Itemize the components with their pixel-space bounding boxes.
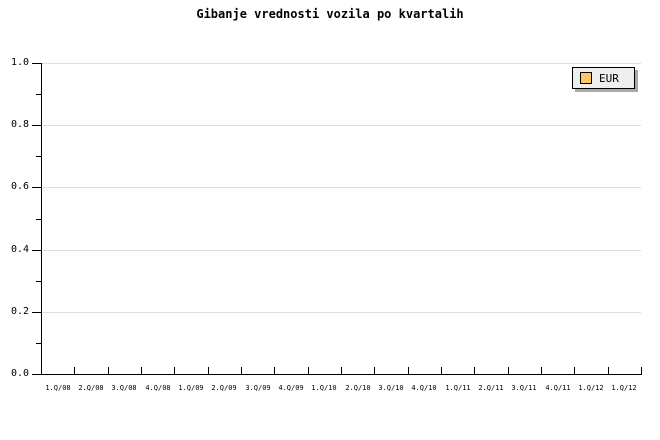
y-axis-minor-tick (36, 219, 41, 220)
y-axis-major-tick (32, 374, 41, 375)
x-axis-line (41, 374, 642, 375)
legend-swatch-icon (580, 72, 592, 84)
x-axis-tick-label: 1.Q/10 (311, 384, 337, 392)
gridline (42, 125, 641, 126)
y-axis-minor-tick (36, 281, 41, 282)
y-axis-major-tick (32, 125, 41, 126)
x-axis-tick-label: 4.Q/08 (145, 384, 171, 392)
gridline (42, 250, 641, 251)
y-axis-line (41, 63, 42, 374)
y-axis-minor-tick (36, 94, 41, 95)
x-axis-tick (641, 367, 642, 374)
y-axis-tick-label: 0.2 (10, 306, 29, 317)
y-axis-tick-label: 0.8 (10, 119, 29, 130)
x-axis-tick (608, 367, 609, 374)
x-axis-tick (274, 367, 275, 374)
x-axis-tick (108, 367, 109, 374)
x-axis-tick-label: 2.Q/09 (211, 384, 237, 392)
x-axis-tick-label: 3.Q/10 (378, 384, 404, 392)
x-axis-tick-label: 4.Q/10 (411, 384, 437, 392)
legend-label: EUR (599, 71, 619, 85)
x-axis-tick-label: 2.Q/11 (478, 384, 504, 392)
x-axis-tick (508, 367, 509, 374)
x-axis-tick (174, 367, 175, 374)
x-axis-tick (374, 367, 375, 374)
x-axis-tick-label: 4.Q/11 (545, 384, 571, 392)
gridline (42, 63, 641, 64)
y-axis-major-tick (32, 312, 41, 313)
x-axis-tick-label: 1.Q/12 (611, 384, 637, 392)
y-axis-major-tick (32, 63, 41, 64)
x-axis-tick (74, 367, 75, 374)
x-axis-tick-label: 3.Q/08 (111, 384, 137, 392)
y-axis-tick-label: 0.6 (10, 181, 29, 192)
x-axis-tick-label: 3.Q/09 (245, 384, 271, 392)
x-axis-tick-label: 1.Q/11 (445, 384, 471, 392)
y-axis-tick-label: 1.0 (10, 57, 29, 68)
x-axis-tick (408, 367, 409, 374)
y-axis-minor-tick (36, 343, 41, 344)
y-axis-minor-tick (36, 156, 41, 157)
x-axis-tick (541, 367, 542, 374)
x-axis-tick (341, 367, 342, 374)
x-axis-tick-label: 2.Q/10 (345, 384, 371, 392)
y-axis-tick-label: 0.0 (10, 368, 29, 379)
x-axis-tick-label: 1.Q/12 (578, 384, 604, 392)
x-axis-tick (241, 367, 242, 374)
x-axis-tick-label: 4.Q/09 (278, 384, 304, 392)
legend: EUR (572, 67, 635, 89)
x-axis-tick-label: 1.Q/08 (45, 384, 71, 392)
y-axis-tick-label: 0.4 (10, 244, 29, 255)
gridline (42, 187, 641, 188)
x-axis-tick (474, 367, 475, 374)
x-axis-tick (441, 367, 442, 374)
x-axis-tick (574, 367, 575, 374)
x-axis-tick-label: 2.Q/08 (78, 384, 104, 392)
x-axis-tick (141, 367, 142, 374)
x-axis-tick (208, 367, 209, 374)
x-axis-tick (308, 367, 309, 374)
y-axis-major-tick (32, 187, 41, 188)
x-axis-tick-label: 3.Q/11 (511, 384, 537, 392)
chart-title: Gibanje vrednosti vozila po kvartalih (196, 7, 464, 21)
gridline (42, 312, 641, 313)
x-axis-tick-label: 1.Q/09 (178, 384, 204, 392)
y-axis-major-tick (32, 250, 41, 251)
